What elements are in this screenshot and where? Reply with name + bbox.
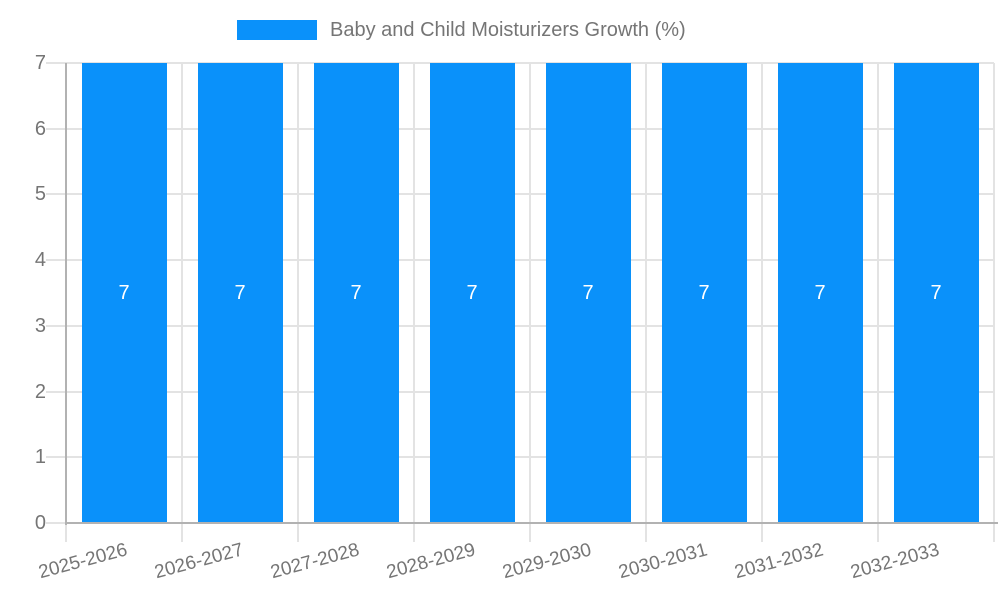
vertical-gridline [181,63,183,542]
bar-2027-2028[interactable]: 7 [313,63,399,523]
vertical-gridline [65,523,67,542]
y-axis-tick-label: 1 [34,446,46,469]
x-axis-tick-label: 2027-2028 [268,539,362,584]
y-axis-tick-label: 0 [34,512,46,534]
bar-value-label: 7 [814,282,826,304]
vertical-gridline [529,63,531,542]
y-axis-tick-label: 7 [34,52,46,74]
x-axis-tick-label: 2025-2026 [36,539,130,584]
x-axis-tick-label: 2030-2031 [616,539,710,584]
vertical-gridline [645,63,647,542]
bar-value-label: 7 [698,282,710,304]
vertical-gridline [993,63,995,542]
bar-value-label: 7 [234,282,246,304]
x-axis-line [65,522,998,524]
x-axis-tick-label: 2031-2032 [732,539,826,584]
bar-2025-2026[interactable]: 7 [81,63,167,523]
y-axis-tick-label: 6 [34,117,46,140]
y-axis-tick-label: 4 [34,249,46,272]
bar-2028-2029[interactable]: 7 [429,63,515,523]
bar-value-label: 7 [350,282,362,304]
bar-2026-2027[interactable]: 7 [197,63,283,523]
horizontal-gridline [46,193,994,196]
vertical-gridline [297,63,299,542]
legend-color-swatch [237,20,317,40]
horizontal-gridline [46,127,994,130]
x-axis-tick-label: 2026-2027 [152,539,246,584]
vertical-gridline [413,63,415,542]
legend-series-label: Baby and Child Moisturizers Growth (%) [330,19,686,41]
bar-value-label: 7 [930,282,942,304]
vertical-gridline [761,63,763,542]
bar-2029-2030[interactable]: 7 [545,63,631,523]
y-axis-tick-label: 2 [34,380,46,403]
y-axis-tick-label: 3 [34,314,46,337]
bar-value-label: 7 [466,282,478,304]
x-axis-tick-label: 2029-2030 [500,539,594,584]
bar-value-label: 7 [118,282,130,304]
bar-2030-2031[interactable]: 7 [661,63,747,523]
x-axis-tick-label: 2032-2033 [848,539,942,584]
bar-value-label: 7 [582,282,594,304]
horizontal-gridline [46,390,994,393]
x-axis-tick-label: 2028-2029 [384,539,478,584]
y-axis-tick-label: 5 [34,183,46,206]
horizontal-gridline [46,456,994,459]
horizontal-gridline [46,324,994,327]
horizontal-gridline [46,62,994,64]
y-axis-line [65,63,67,525]
chart-legend: Baby and Child Moisturizers Growth (%) [237,16,686,44]
vertical-gridline [877,63,879,542]
bar-2031-2032[interactable]: 7 [777,63,863,523]
bar-2032-2033[interactable]: 7 [893,63,979,523]
horizontal-gridline [46,259,994,262]
